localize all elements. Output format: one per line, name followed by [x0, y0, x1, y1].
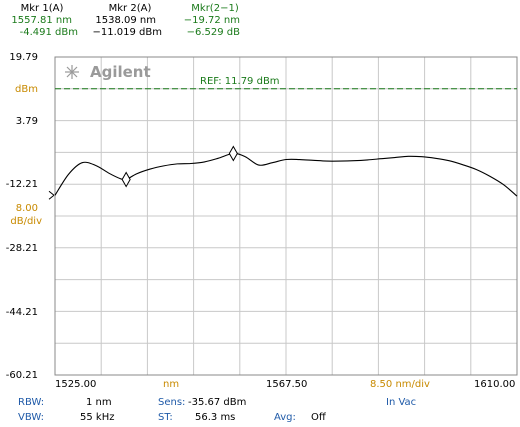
- marker1-wavelength: 1557.81 nm: [11, 15, 72, 26]
- spark-logo-icon: [65, 65, 79, 79]
- x-start-label: 1525.00: [55, 379, 97, 390]
- sens-label: Sens:: [158, 397, 186, 408]
- x-center-label: 1567.50: [266, 379, 308, 390]
- y-tick-label: -28.21: [5, 243, 38, 254]
- marker2-level: −11.019 dBm: [92, 27, 163, 38]
- delta-marker-level: −6.529 dB: [186, 27, 240, 38]
- delta-marker-wavelength: −19.72 nm: [183, 15, 240, 26]
- marker-diamond-icon: [121, 171, 131, 188]
- trace-edge-arrow-icon: [48, 190, 55, 200]
- y-tick-label: -60.21: [5, 370, 38, 381]
- marker2-wavelength: 1538.09 nm: [95, 15, 156, 26]
- marker1-level: -4.491 dBm: [19, 27, 78, 38]
- marker2-title: Mkr 2(A): [108, 3, 152, 14]
- marker1-title: Mkr 1(A): [20, 3, 64, 14]
- y-tick-label: 3.79: [15, 116, 38, 127]
- plot-frame: [54, 56, 518, 376]
- marker-diamond-icon: [228, 145, 238, 162]
- x-unit-label: nm: [163, 379, 180, 390]
- y-tick-label: -44.21: [5, 307, 38, 318]
- x-scale-label: 8.50 nm/div: [370, 379, 430, 390]
- y-scale-value: 8.00: [15, 203, 38, 214]
- x-end-label: 1610.00: [474, 379, 516, 390]
- medium-label: In Vac: [386, 397, 417, 408]
- y-tick-label: -12.21: [5, 179, 38, 190]
- st-value: 56.3 ms: [195, 412, 236, 423]
- y-scale-unit: dB/div: [10, 216, 42, 227]
- y-unit-label: dBm: [15, 84, 38, 95]
- vbw-value: 55 kHz: [80, 412, 115, 423]
- marker-symbols: [121, 145, 238, 188]
- st-label: ST:: [158, 412, 173, 423]
- brand-logo-text: Agilent: [90, 63, 151, 81]
- avg-value: Off: [311, 412, 326, 423]
- rbw-label: RBW:: [18, 397, 45, 408]
- vbw-label: VBW:: [18, 412, 45, 423]
- avg-label: Avg:: [274, 412, 296, 423]
- rbw-value: 1 nm: [86, 397, 112, 408]
- delta-marker-title: Mkr(2−1): [191, 3, 239, 14]
- plot-grid: [55, 57, 517, 375]
- y-tick-label: 19.79: [9, 52, 38, 63]
- sens-value: -35.67 dBm: [188, 397, 247, 408]
- reference-level-label: REF: 11.79 dBm: [200, 76, 280, 87]
